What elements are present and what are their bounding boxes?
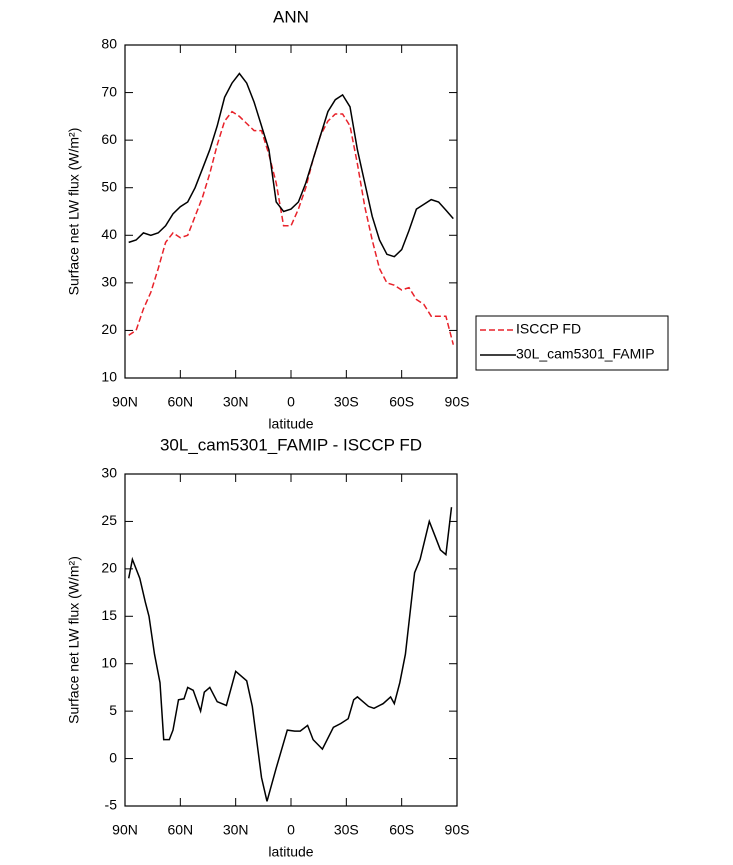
x-tick-label: 90S xyxy=(445,394,470,410)
y-tick-label: 0 xyxy=(109,749,117,765)
y-tick-label: 5 xyxy=(109,702,117,718)
y-tick-label: 10 xyxy=(101,369,117,385)
x-tick-label: 60N xyxy=(167,394,193,410)
y-tick-label: 25 xyxy=(101,512,117,528)
chart-title: ANN xyxy=(273,7,309,26)
y-tick-label: -5 xyxy=(105,797,118,813)
data-line xyxy=(128,72,454,258)
x-axis-label: latitude xyxy=(268,844,313,860)
x-tick-label: 60S xyxy=(389,394,414,410)
x-tick-label: 30S xyxy=(334,822,359,838)
x-tick-label: 90N xyxy=(112,822,138,838)
y-axis-label: Surface net LW flux (W/m²) xyxy=(66,556,82,724)
legend-box xyxy=(475,315,669,371)
x-tick-label: 60S xyxy=(389,822,414,838)
y-tick-label: 20 xyxy=(101,560,117,576)
x-tick-label: 30S xyxy=(334,394,359,410)
x-tick-label: 30N xyxy=(223,822,249,838)
x-tick-label: 60N xyxy=(167,822,193,838)
y-axis-label: Surface net LW flux (W/m²) xyxy=(66,128,82,296)
plot: 30L_cam5301_FAMIP - ISCCP FD latitude Surf… xyxy=(66,435,470,859)
y-tick-label: 50 xyxy=(101,178,117,194)
y-tick-label: 80 xyxy=(101,36,117,52)
x-tick-label: 90S xyxy=(445,822,470,838)
data-line xyxy=(128,110,455,345)
plot-frame xyxy=(124,44,458,379)
y-tick-label: 30 xyxy=(101,465,117,481)
plot-frame xyxy=(124,473,458,807)
legend-label: ISCCP FD xyxy=(516,321,581,337)
data-line xyxy=(127,507,453,802)
y-tick-label: 30 xyxy=(101,274,117,290)
y-tick-label: 15 xyxy=(101,607,117,623)
y-tick-label: 40 xyxy=(101,226,117,242)
legend: ISCCP FD 30L_cam5301_FAMIP xyxy=(475,315,669,371)
x-tick-label: 0 xyxy=(287,822,295,838)
x-tick-label: 30N xyxy=(223,394,249,410)
plot: ANN latitude Surface net LW flux (W/m²) 10 2… xyxy=(66,7,669,432)
x-axis-label: latitude xyxy=(268,416,313,432)
y-tick-label: 70 xyxy=(101,83,117,99)
legend-label: 30L_cam5301_FAMIP xyxy=(516,346,655,362)
x-tick-label: 90N xyxy=(112,394,138,410)
y-tick-label: 60 xyxy=(101,131,117,147)
x-tick-label: 0 xyxy=(287,394,295,410)
y-tick-label: 10 xyxy=(101,654,117,670)
y-tick-label: 20 xyxy=(101,321,117,337)
chart-title: 30L_cam5301_FAMIP - ISCCP FD xyxy=(160,435,422,454)
